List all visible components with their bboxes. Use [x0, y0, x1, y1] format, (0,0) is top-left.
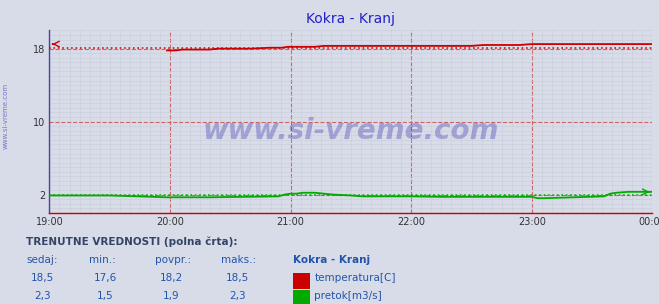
Text: Kokra - Kranj: Kokra - Kranj — [293, 255, 370, 265]
Text: 17,6: 17,6 — [94, 273, 117, 283]
Text: 2,3: 2,3 — [229, 291, 246, 301]
Text: 1,9: 1,9 — [163, 291, 180, 301]
Text: 18,2: 18,2 — [159, 273, 183, 283]
Text: 18,5: 18,5 — [31, 273, 55, 283]
Text: www.si-vreme.com: www.si-vreme.com — [203, 117, 499, 145]
Text: povpr.:: povpr.: — [155, 255, 191, 265]
Text: TRENUTNE VREDNOSTI (polna črta):: TRENUTNE VREDNOSTI (polna črta): — [26, 236, 238, 247]
Text: pretok[m3/s]: pretok[m3/s] — [314, 291, 382, 301]
Text: 1,5: 1,5 — [97, 291, 114, 301]
Text: temperatura[C]: temperatura[C] — [314, 273, 396, 283]
Text: www.si-vreme.com: www.si-vreme.com — [2, 82, 9, 149]
Title: Kokra - Kranj: Kokra - Kranj — [306, 12, 395, 26]
Text: min.:: min.: — [89, 255, 116, 265]
Text: 2,3: 2,3 — [34, 291, 51, 301]
Text: 18,5: 18,5 — [225, 273, 249, 283]
Text: maks.:: maks.: — [221, 255, 256, 265]
Text: sedaj:: sedaj: — [26, 255, 58, 265]
